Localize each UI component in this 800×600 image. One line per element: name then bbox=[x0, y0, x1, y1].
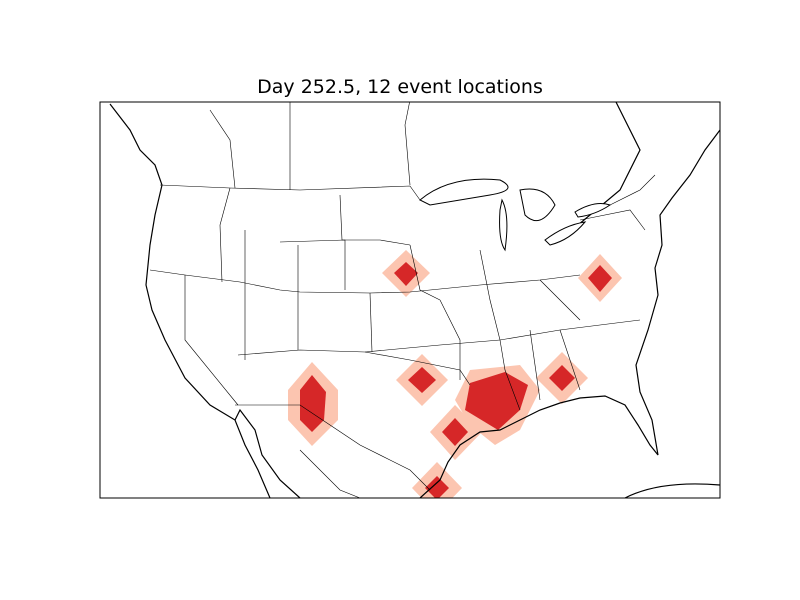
event-cores bbox=[300, 262, 612, 498]
event-core bbox=[549, 365, 575, 391]
coastlines bbox=[109, 102, 720, 498]
borders bbox=[149, 102, 656, 498]
event-halos bbox=[288, 250, 622, 498]
event-core bbox=[394, 262, 418, 286]
map-title: Day 252.5, 12 event locations bbox=[257, 76, 543, 98]
great-lakes bbox=[419, 178, 612, 252]
event-core bbox=[442, 418, 468, 446]
map-frame bbox=[99, 101, 721, 499]
event-core bbox=[465, 372, 528, 430]
event-core bbox=[408, 367, 436, 393]
event-core bbox=[425, 476, 449, 498]
event-core bbox=[588, 265, 612, 292]
